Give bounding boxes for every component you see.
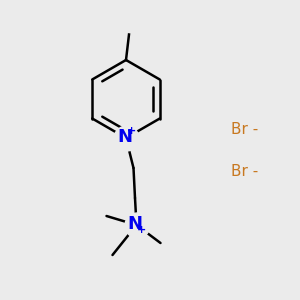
Text: N: N xyxy=(128,215,143,233)
Text: Br -: Br - xyxy=(231,122,258,136)
Text: Br -: Br - xyxy=(231,164,258,178)
Text: +: + xyxy=(127,126,136,136)
Text: N: N xyxy=(117,128,132,146)
Text: +: + xyxy=(137,225,146,236)
